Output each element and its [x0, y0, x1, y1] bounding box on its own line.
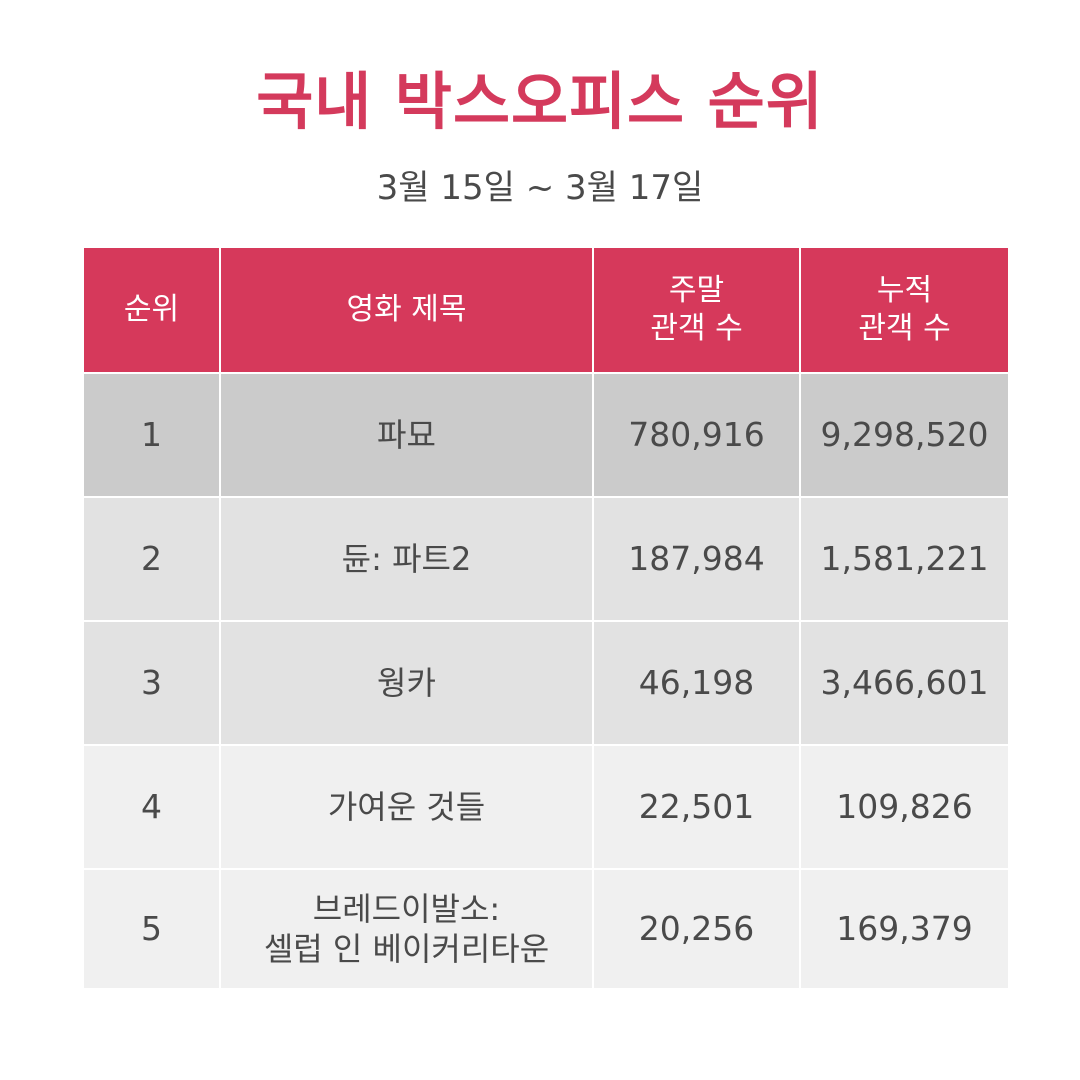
weekend-audience-cell: 780,916 — [592, 374, 799, 496]
table-row: 2 듄: 파트2 187,984 1,581,221 — [84, 496, 1008, 620]
page-title: 국내 박스오피스 순위 — [256, 65, 824, 138]
rank-cell: 3 — [141, 663, 162, 702]
header-weekend-audience: 주말 관객 수 — [592, 248, 799, 372]
date-range: 3월 15일 ~ 3월 17일 — [376, 168, 704, 208]
table-row: 3 웡카 46,198 3,466,601 — [84, 620, 1008, 744]
weekend-audience-cell: 22,501 — [592, 746, 799, 868]
movie-title-cell: 웡카 — [219, 622, 592, 744]
movie-title-cell: 브레드이발소: 셀럽 인 베이커리타운 — [219, 870, 592, 988]
header-weekend-line1: 주말 — [668, 273, 725, 308]
header-total-audience: 누적 관객 수 — [799, 248, 1008, 372]
movie-title-line2: 셀럽 인 베이커리타운 — [263, 930, 550, 968]
weekend-audience-cell: 46,198 — [592, 622, 799, 744]
table-row: 5 브레드이발소: 셀럽 인 베이커리타운 20,256 169,379 — [84, 868, 1008, 988]
total-audience-cell: 109,826 — [799, 746, 1008, 868]
total-audience-cell: 169,379 — [799, 870, 1008, 988]
weekend-audience-cell: 187,984 — [592, 498, 799, 620]
header-total-line2: 관객 수 — [858, 311, 951, 346]
header-movie-title: 영화 제목 — [219, 248, 592, 372]
rank-cell: 2 — [141, 539, 162, 578]
table-row: 1 파묘 780,916 9,298,520 — [84, 372, 1008, 496]
total-audience-cell: 3,466,601 — [799, 622, 1008, 744]
movie-title-cell: 듄: 파트2 — [219, 498, 592, 620]
total-audience-cell: 1,581,221 — [799, 498, 1008, 620]
header-weekend-line2: 관객 수 — [650, 311, 743, 346]
weekend-audience-cell: 20,256 — [592, 870, 799, 988]
box-office-table: 순위 영화 제목 주말 관객 수 누적 관객 수 1 파묘 780,916 9,… — [84, 248, 1008, 988]
movie-title-cell: 가여운 것들 — [219, 746, 592, 868]
header-rank: 순위 — [123, 292, 180, 327]
movie-title-line1: 브레드이발소: — [312, 890, 501, 928]
total-audience-cell: 9,298,520 — [799, 374, 1008, 496]
table-header-row: 순위 영화 제목 주말 관객 수 누적 관객 수 — [84, 248, 1008, 372]
movie-title-cell: 파묘 — [219, 374, 592, 496]
header-total-line1: 누적 — [876, 273, 933, 308]
rank-cell: 4 — [141, 787, 162, 826]
rank-cell: 5 — [141, 909, 162, 948]
table-row: 4 가여운 것들 22,501 109,826 — [84, 744, 1008, 868]
rank-cell: 1 — [141, 415, 162, 454]
